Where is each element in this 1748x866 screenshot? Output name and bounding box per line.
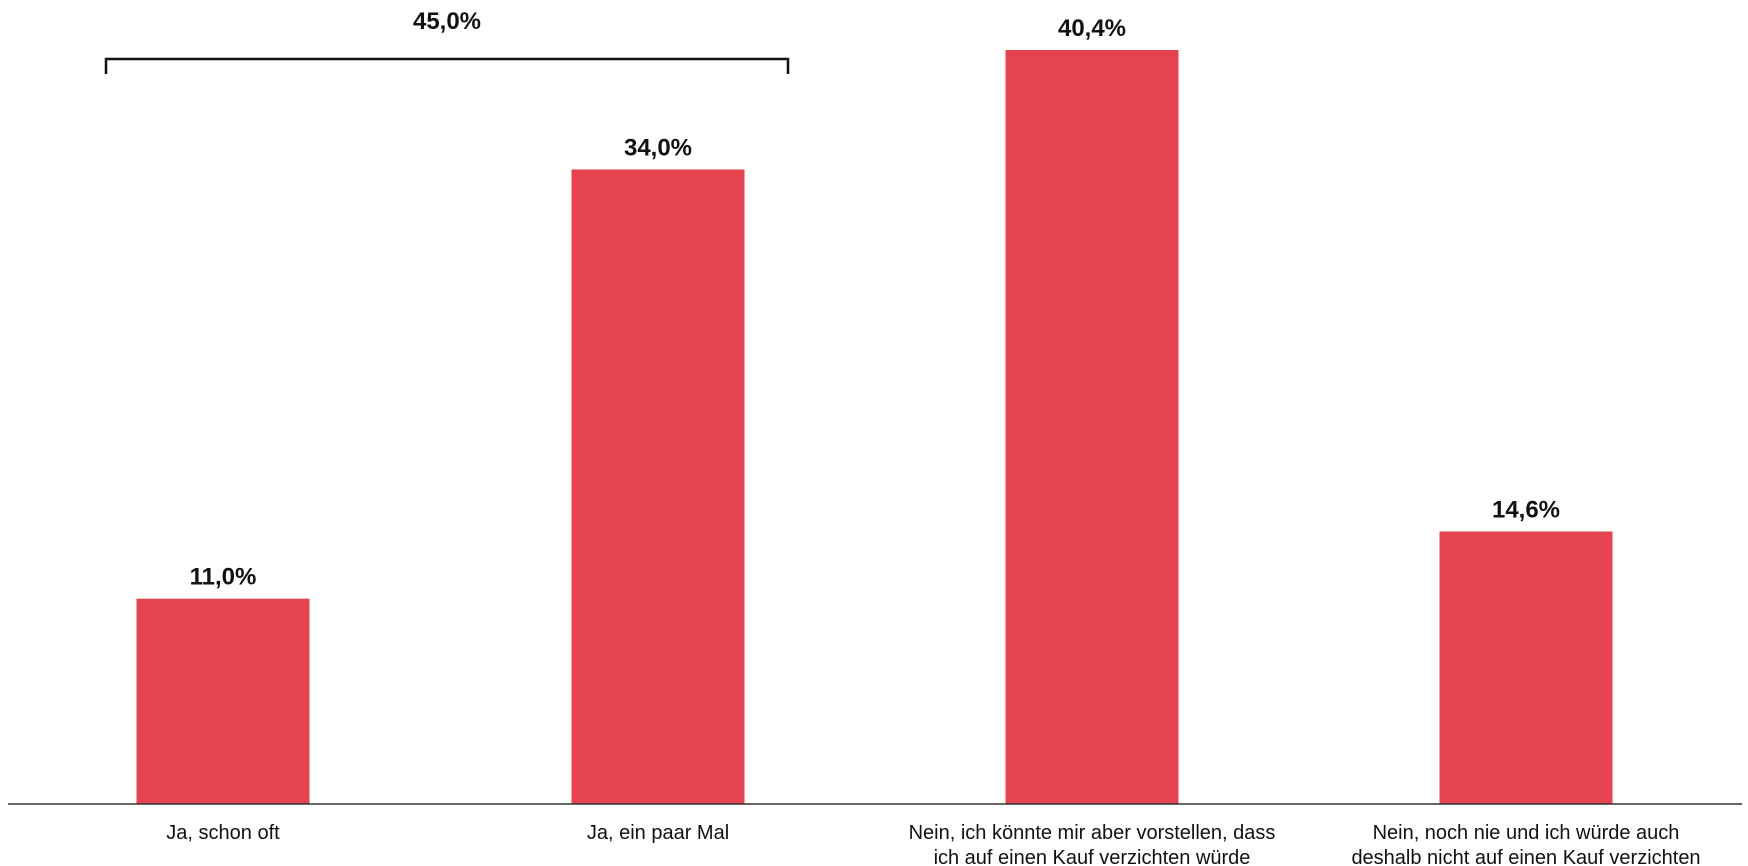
category-label-3-line-1: Nein, ich könnte mir aber vorstellen, da… [909,822,1276,844]
category-label-3-line-2: ich auf einen Kauf verzichten würde [934,847,1251,866]
category-label-4-line-1: Nein, noch nie und ich würde auch [1373,822,1680,844]
value-label-2: 34,0% [624,134,692,161]
value-label-4: 14,6% [1492,497,1560,524]
category-label-1: Ja, schon oft [166,822,280,844]
group-bracket-label: 45,0% [413,8,481,35]
group-bracket [104,57,790,74]
value-label-3: 40,4% [1058,15,1126,42]
category-label-2: Ja, ein paar Mal [587,822,729,844]
value-label-1: 11,0% [190,564,257,591]
bar-2 [571,169,745,804]
bar-3 [1005,50,1179,804]
bar-1 [136,598,310,804]
category-label-4-line-2: deshalb nicht auf einen Kauf verzichten [1351,847,1700,866]
bar-4 [1439,531,1613,804]
